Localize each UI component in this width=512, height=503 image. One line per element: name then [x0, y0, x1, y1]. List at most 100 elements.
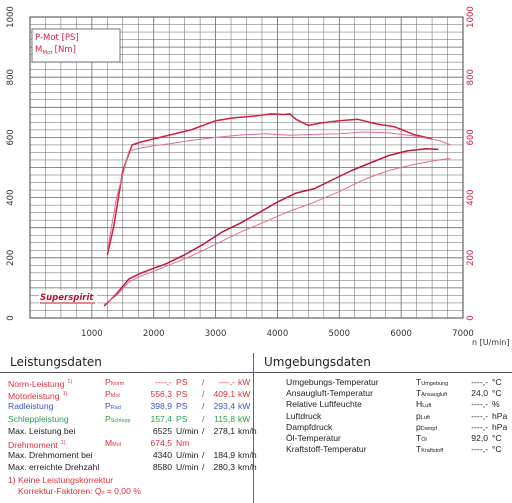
y-left-tick-label: 1000 — [6, 6, 16, 28]
series-line-torque-main — [106, 113, 433, 255]
row-unit-2: kW — [238, 413, 251, 424]
brand-logo: Superspirit — [39, 290, 97, 304]
series-line-power-light — [103, 158, 451, 305]
row-unit-2: kW — [238, 401, 251, 412]
row-unit-1: PS — [176, 401, 188, 412]
env-label: Luftdruck — [286, 410, 322, 421]
x-tick-label: 4000 — [267, 329, 289, 339]
env-unit: °C — [492, 433, 502, 443]
row-unit-1: PS — [176, 413, 188, 424]
env-symbol: TUmgebung — [416, 377, 449, 387]
y-right-tick-label: 0 — [466, 315, 476, 320]
env-label: Kraftstoff-Temperatur — [286, 444, 367, 455]
row-value-2: 409,1 — [213, 389, 235, 400]
y-right-tick-label: 800 — [466, 69, 476, 85]
row-value-2: 115,8 — [214, 413, 235, 424]
performance-row: Radleistung PRad 398,9 PS / 293,4 kW — [8, 401, 253, 412]
row-value-2: 293,4 — [213, 401, 235, 412]
env-label: Ansaugluft-Temperatur — [286, 388, 373, 399]
row-unit-2: kW — [238, 389, 251, 400]
env-value: ----,- — [471, 410, 488, 421]
performance-row: Motorleistung 1) PMot 556,3 PS / 409,1 kW — [8, 389, 253, 402]
row-unit-2: km/h — [238, 425, 257, 436]
env-label: Dampfdruck — [286, 421, 333, 432]
row-value-1: ----,- — [155, 377, 172, 387]
data-tables: Leistungsdaten Norm-Leistung 1) PNorm ----,… — [0, 353, 512, 503]
y-right-tick-label: 600 — [466, 129, 476, 145]
row-unit-1: U/min — [176, 462, 199, 473]
env-symbol: pLuft — [416, 410, 430, 421]
row-value-2: ----,- — [218, 377, 235, 387]
env-symbol: TAnsaugluft — [416, 388, 448, 399]
y-left-tick-label: 400 — [6, 189, 16, 205]
environment-row: Relative Luftfeuchte HLuft ----,-% — [286, 399, 511, 410]
env-unit: °C — [492, 377, 502, 387]
row-separator: / — [202, 462, 205, 473]
x-tick-label: 6000 — [390, 329, 412, 339]
row-unit-1: U/min — [176, 450, 199, 461]
environment-row: Dampfdruck pDampf ----,- hPa — [286, 422, 511, 433]
chart-legend: P-Mot [PS] MMot [Nm] — [31, 28, 121, 63]
environment-row: Umgebungs-Temperatur TUmgebung ----,- °C — [286, 377, 511, 388]
row-symbol: PSchlepp — [105, 413, 131, 424]
row-unit-1: U/min — [176, 425, 199, 436]
env-value: ----,- — [471, 444, 488, 455]
env-symbol: TKraftstoff — [416, 444, 444, 455]
footnote-factors: Korrektur-Faktoren: Qv = 0,00 % — [18, 486, 141, 496]
dyno-chart-svg: 0 200 400 600 800 1000 0 200 400 600 800 1000 1000 20… — [6, 6, 510, 347]
row-unit-1: PS — [176, 389, 188, 400]
x-tick-label: 7000 — [452, 329, 474, 339]
environment-row: Öl-Temperatur TÖl 92,0 °C — [286, 433, 511, 444]
performance-row: Schleppleistung PSchlepp 157,4 PS / 115,8 kW — [8, 414, 253, 425]
performance-row: Norm-Leistung 1) PNorm ----,- PS / ----,- kW — [8, 377, 253, 389]
series-line-torque-light — [106, 131, 451, 252]
env-value: ----,- — [471, 399, 488, 410]
row-value-2: 184,9 — [213, 450, 235, 461]
row-unit-2: kW — [238, 377, 251, 387]
performance-table: Leistungsdaten Norm-Leistung 1) PNorm ----,… — [0, 353, 257, 503]
env-symbol: pDampf — [416, 421, 437, 432]
row-label: Schleppleistung — [8, 413, 69, 424]
logo-text: Superspirit — [40, 293, 94, 303]
environment-row: Kraftstoff-Temperatur TKraftstoff ----,- °C — [286, 444, 511, 455]
chart-series — [103, 113, 451, 307]
env-symbol: HLuft — [416, 399, 432, 410]
row-separator: / — [202, 401, 205, 412]
environment-row: Luftdruck pLuft ----,- hPa — [286, 411, 511, 422]
row-label: Motorleistung 1) — [8, 391, 68, 402]
y-right-tick-label: 1000 — [466, 6, 476, 28]
row-value-1: 674,5 — [150, 438, 172, 448]
row-separator: / — [202, 425, 205, 436]
row-symbol: PRad — [105, 401, 121, 412]
y-right-tick-label: 400 — [466, 189, 476, 205]
y-left-tick-label: 0 — [6, 315, 16, 320]
performance-row: Max. Drehmoment bei 4340 U/min/ 184,9 km/h — [8, 450, 257, 461]
row-symbol: MMot — [105, 438, 122, 448]
env-unit: °C — [492, 444, 502, 455]
legend-box — [31, 28, 121, 63]
performance-row: Max. Leistung bei 6525 U/min/ 278,1 km/h — [8, 425, 257, 437]
row-separator: / — [202, 413, 205, 424]
table-separator — [253, 353, 254, 503]
row-symbol: PNorm — [105, 377, 125, 387]
row-label: Radleistung — [8, 401, 54, 412]
row-unit-1: Nm — [176, 438, 190, 448]
row-value-2: 280,3 — [213, 462, 235, 473]
row-label: Max. erreichte Drehzahl — [8, 462, 100, 473]
row-value-1: 6525 — [152, 425, 172, 436]
row-label: Max. Leistung bei — [8, 425, 76, 436]
row-label: Drehmoment 1) — [8, 439, 66, 450]
row-value-1: 4340 — [152, 450, 172, 461]
y-right-tick-label: 200 — [466, 250, 476, 266]
row-value-1: 157,4 — [150, 413, 172, 424]
env-label: Relative Luftfeuchte — [286, 399, 362, 410]
env-unit: °C — [492, 388, 502, 399]
x-axis-unit: n [U/min] — [472, 338, 510, 347]
row-separator: / — [202, 389, 205, 400]
x-tick-label: 1000 — [81, 329, 103, 339]
row-value-1: 8580 — [152, 462, 172, 473]
env-symbol: TÖl — [416, 433, 427, 443]
env-value: ----,- — [471, 421, 488, 432]
performance-row: Max. erreichte Drehzahl 8580 U/min/ 280,3 km… — [8, 462, 257, 473]
series-line-power-main — [103, 148, 439, 307]
